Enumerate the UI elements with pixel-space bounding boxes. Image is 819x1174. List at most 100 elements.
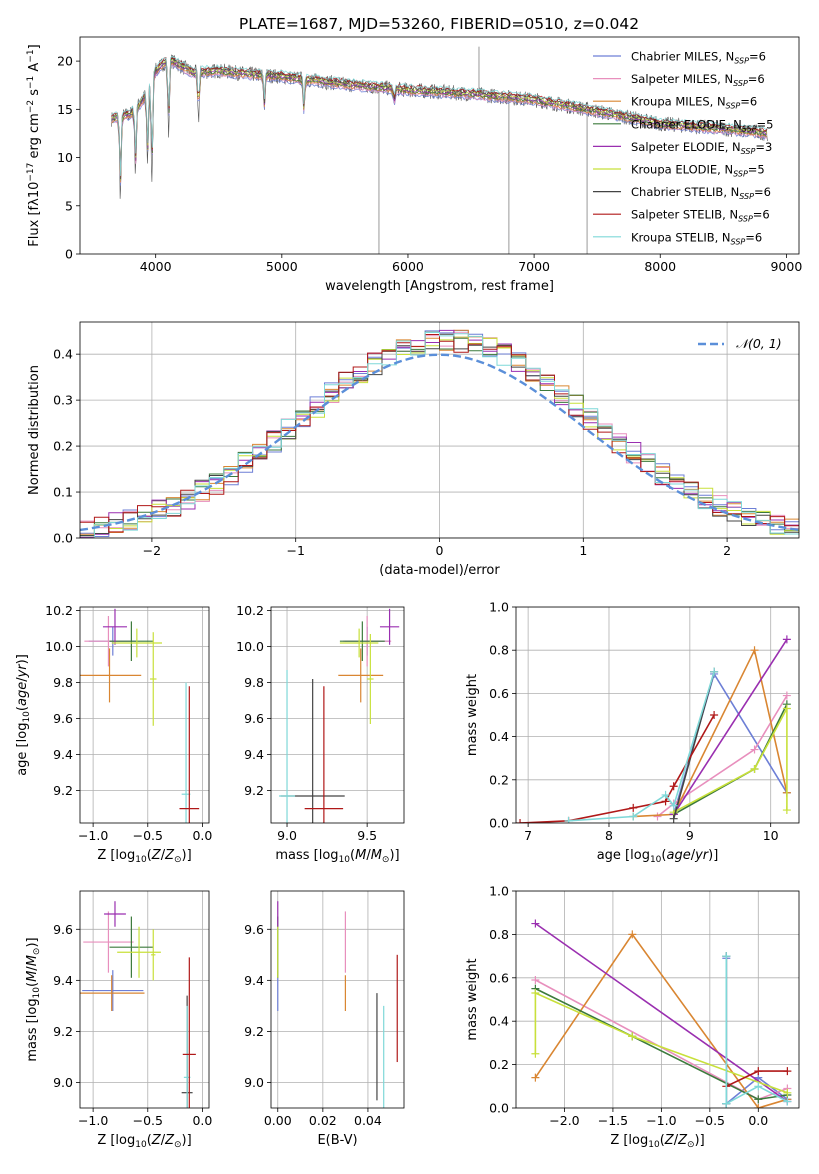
y-tick-label: 0.8 bbox=[489, 927, 509, 942]
weight-point-marker bbox=[750, 745, 759, 754]
y-axis-label-age_weight: mass weight bbox=[465, 674, 480, 756]
plot-area-spectrum bbox=[111, 46, 768, 254]
weight-point-marker bbox=[516, 819, 525, 823]
x-tick-label: 5000 bbox=[266, 259, 298, 274]
y-tick-label: 20 bbox=[57, 54, 73, 69]
weight-series-line bbox=[568, 671, 715, 822]
x-tick-label: −2 bbox=[143, 543, 161, 558]
weight-point-marker bbox=[783, 1088, 792, 1097]
model-spectrum-line bbox=[111, 57, 768, 177]
errorbar-point bbox=[80, 648, 142, 703]
y-tick-label: 0.0 bbox=[489, 1101, 509, 1116]
y-tick-label: 0.2 bbox=[53, 439, 73, 454]
axes-residual_hist: −2 −1 0 1 2 0.0 0.1 0.2 0.3 0.4 (data-model)/error… bbox=[27, 321, 800, 578]
y-tick-label: 0.0 bbox=[489, 816, 509, 831]
x-tick-label: −1 bbox=[286, 543, 304, 558]
x-tick-label: 7 bbox=[524, 828, 532, 843]
x-tick-label: 0.0 bbox=[192, 828, 212, 843]
x-tick-label: 0.00 bbox=[264, 1113, 292, 1128]
weight-point-marker bbox=[629, 812, 638, 821]
y-tick-label: 9.6 bbox=[244, 922, 264, 937]
axes-Z_weight: −2.0 −1.5 −1.0 −0.5 0.0 0.0 0.2 0.4 0.6 0.8 1.0 Z [… bbox=[465, 884, 800, 1150]
axes-age_weight: 7 8 9 10 0.0 0.2 0.4 0.6 0.8 1.0 age [log10(age/yr… bbox=[465, 600, 800, 865]
errorbar-point bbox=[367, 634, 374, 724]
weight-series bbox=[669, 667, 719, 823]
x-tick-label: 9.0 bbox=[277, 828, 297, 843]
axes-Z_mass: −1.0 −0.5 0.0 9.0 9.2 9.4 9.6 Z [log10(Z/Z⊙)] ma… bbox=[25, 890, 212, 1150]
weight-point-marker bbox=[782, 806, 791, 815]
legend-label: Chabrier MILES, NSSP=6 bbox=[631, 50, 766, 66]
gridlines-age_weight bbox=[516, 607, 799, 823]
x-tick-label: −0.5 bbox=[133, 1113, 163, 1128]
weight-point-marker bbox=[669, 801, 678, 810]
x-tick-label: −2.0 bbox=[549, 1113, 579, 1128]
y-tick-label: 9.4 bbox=[53, 973, 73, 988]
legend-label: Chabrier ELODIE, NSSP=5 bbox=[631, 117, 773, 133]
x-tick-label: 4000 bbox=[140, 259, 172, 274]
errorbar-point bbox=[82, 970, 144, 1011]
y-tick-label: 0.0 bbox=[53, 531, 73, 546]
figure-title: PLATE=1687, MJD=53260, FIBERID=0510, z=0… bbox=[239, 15, 639, 33]
plot-area-mass_age bbox=[271, 607, 404, 823]
y-tick-label: 10.2 bbox=[236, 603, 264, 618]
weight-point-marker bbox=[754, 1104, 763, 1108]
y-tick-label: 10.0 bbox=[236, 639, 264, 654]
weight-point-marker bbox=[754, 1095, 763, 1104]
weight-point-marker bbox=[531, 1049, 540, 1058]
y-tick-label: 9.8 bbox=[53, 675, 73, 690]
errorbar-point bbox=[80, 975, 145, 1011]
y-tick-label: 0.4 bbox=[489, 1014, 509, 1029]
legend-label: Kroupa STELIB, NSSP=6 bbox=[631, 230, 762, 246]
errorbar-point bbox=[179, 686, 200, 823]
axes-mass_age: 9.0 9.5 9.2 9.4 9.6 9.8 10.0 10.2 mass [log10(M/… bbox=[236, 603, 405, 865]
weight-series-line bbox=[534, 991, 788, 1094]
weight-point-marker bbox=[782, 635, 791, 644]
errorbar-point bbox=[104, 901, 126, 927]
axes-frame-residual_hist bbox=[79, 321, 800, 539]
y-tick-label: 0.4 bbox=[489, 729, 509, 744]
x-tick-label: 10 bbox=[763, 828, 779, 843]
axes-frame-age_weight bbox=[515, 606, 800, 824]
weight-point-marker bbox=[722, 1099, 731, 1108]
y-tick-label: 0 bbox=[65, 247, 73, 262]
x-tick-label: 6000 bbox=[392, 259, 424, 274]
y-tick-label: 10.2 bbox=[45, 603, 73, 618]
x-tick-label: 8 bbox=[605, 828, 613, 843]
legend-label: Chabrier STELIB, NSSP=6 bbox=[631, 185, 771, 201]
y-tick-label: 15 bbox=[57, 102, 73, 117]
y-tick-label: 9.0 bbox=[244, 1075, 264, 1090]
errorbar-point bbox=[339, 621, 385, 661]
weight-point-marker bbox=[782, 704, 791, 713]
y-tick-label: 9.2 bbox=[244, 783, 264, 798]
y-tick-label: 0.3 bbox=[53, 393, 73, 408]
x-tick-label: 2 bbox=[723, 543, 731, 558]
y-tick-label: 0.6 bbox=[489, 686, 509, 701]
y-axis-label-Z_mass: mass [log10(M/M⊙)] bbox=[25, 937, 42, 1061]
weight-point-marker bbox=[722, 952, 731, 961]
weight-point-marker bbox=[783, 1067, 792, 1076]
y-tick-label: 0.1 bbox=[53, 485, 73, 500]
legend-label: Salpeter ELODIE, NSSP=3 bbox=[631, 140, 772, 156]
weight-point-marker bbox=[750, 646, 759, 655]
x-axis-label-Z_weight: Z [log10(Z/Z⊙)] bbox=[610, 1133, 704, 1150]
weight-series-line bbox=[657, 695, 788, 818]
weight-point-marker bbox=[653, 812, 662, 821]
errorbar-point bbox=[339, 628, 379, 658]
legend-label: Salpeter STELIB, NSSP=6 bbox=[631, 208, 770, 224]
weight-series bbox=[564, 667, 719, 823]
y-tick-label: 9.2 bbox=[53, 1024, 73, 1039]
x-tick-label: 9000 bbox=[770, 259, 802, 274]
y-tick-label: 9.4 bbox=[244, 973, 264, 988]
weight-point-marker bbox=[531, 919, 540, 928]
y-tick-label: 0.2 bbox=[489, 772, 509, 787]
weight-point-marker bbox=[628, 1032, 637, 1041]
y-tick-label: 10 bbox=[57, 150, 73, 165]
x-tick-label: 9 bbox=[686, 828, 694, 843]
plot-area-Z_weight bbox=[516, 891, 799, 1108]
weight-point-marker bbox=[669, 782, 678, 791]
weight-point-marker bbox=[661, 790, 670, 799]
weight-series bbox=[722, 954, 792, 1108]
weight-series bbox=[531, 988, 792, 1097]
y-tick-label: 1.0 bbox=[489, 600, 509, 615]
y-tick-label: 0.2 bbox=[489, 1057, 509, 1072]
